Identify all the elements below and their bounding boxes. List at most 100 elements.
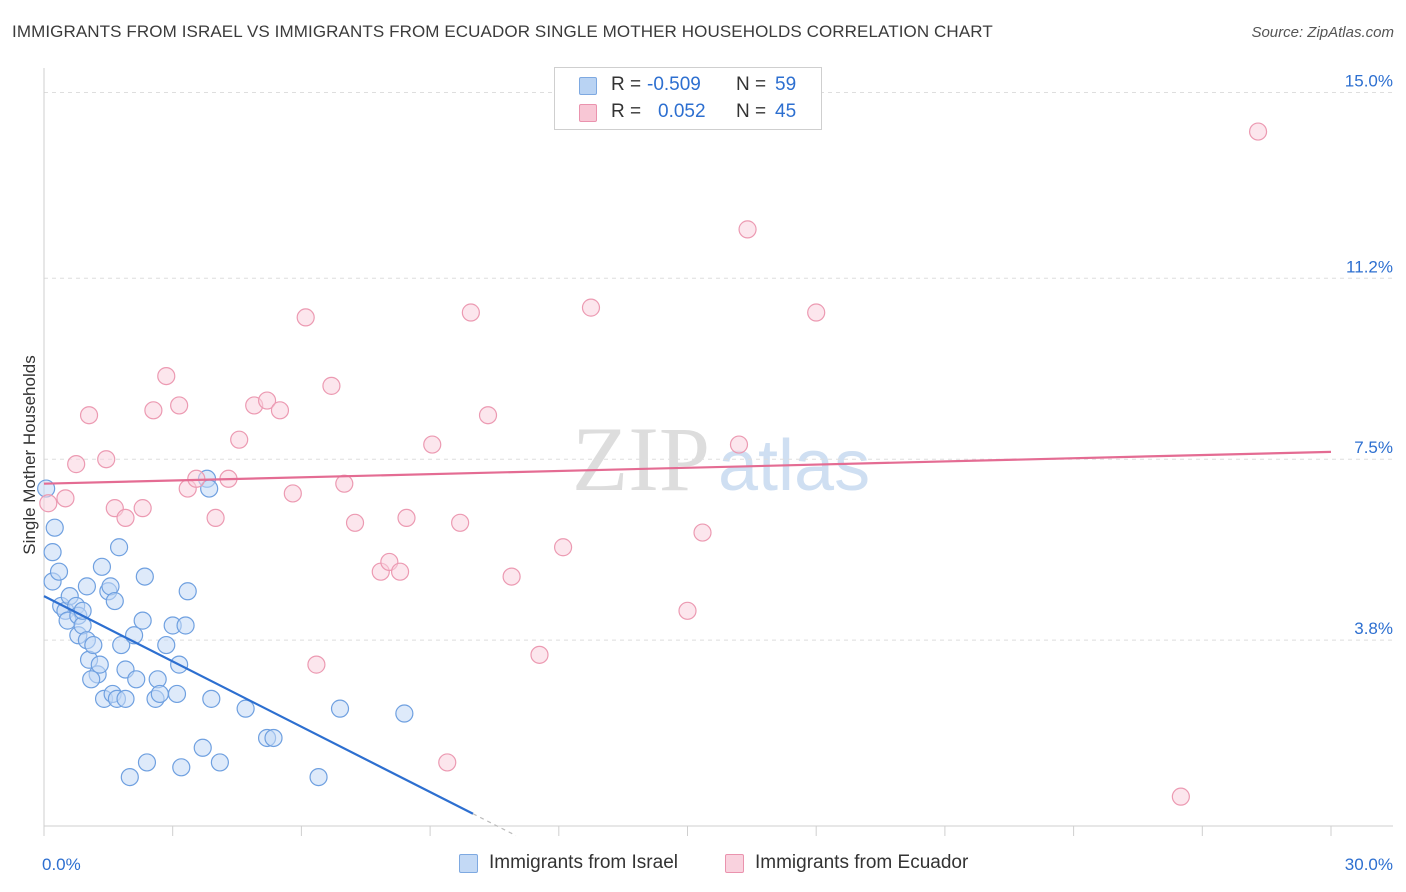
series-1 bbox=[39, 122, 1268, 806]
point-0-34 bbox=[137, 753, 157, 772]
legend-r-label: R = bbox=[611, 74, 642, 95]
legend-n-label: N = bbox=[736, 74, 767, 95]
point-0-56 bbox=[167, 684, 187, 704]
point-0-57 bbox=[82, 670, 101, 689]
point-0-1 bbox=[43, 543, 62, 562]
point-1-29 bbox=[423, 435, 442, 454]
y-axis-label: Single Mother Households bbox=[20, 355, 39, 554]
point-1-35 bbox=[530, 645, 549, 664]
point-1-44 bbox=[1248, 122, 1268, 141]
trend-extension-0 bbox=[472, 813, 517, 837]
legend-n-value-ecuador: 45 bbox=[775, 101, 797, 122]
point-1-8 bbox=[144, 401, 163, 420]
point-0-16 bbox=[84, 635, 103, 655]
point-0-55 bbox=[120, 767, 139, 787]
point-0-51 bbox=[264, 728, 283, 748]
point-0-13 bbox=[77, 577, 97, 596]
point-1-13 bbox=[206, 508, 225, 528]
point-1-30 bbox=[438, 753, 457, 772]
point-1-20 bbox=[296, 308, 315, 327]
point-1-34 bbox=[502, 567, 521, 586]
point-1-42 bbox=[807, 303, 826, 322]
point-1-32 bbox=[461, 303, 480, 322]
legend-swatch-ecuador bbox=[725, 854, 744, 873]
point-0-52 bbox=[309, 767, 328, 787]
point-0-48 bbox=[210, 753, 229, 772]
data-points bbox=[37, 122, 1268, 806]
y-tick-label-2: 11.2% bbox=[1346, 257, 1393, 276]
point-1-2 bbox=[67, 455, 86, 474]
point-1-31 bbox=[451, 513, 470, 532]
point-0-41 bbox=[172, 758, 191, 777]
point-1-0 bbox=[39, 494, 58, 513]
series-legend: Immigrants from Israel Immigrants from E… bbox=[0, 851, 1406, 879]
grid bbox=[44, 91, 1393, 641]
chart-title: IMMIGRANTS FROM ISRAEL VS IMMIGRANTS FRO… bbox=[12, 22, 993, 41]
point-1-36 bbox=[553, 538, 573, 557]
point-1-27 bbox=[390, 562, 410, 581]
axes bbox=[43, 68, 1393, 827]
trend-line-1 bbox=[43, 450, 1332, 485]
y-tick-label-1: 7.5% bbox=[1354, 438, 1393, 457]
point-0-4 bbox=[49, 562, 69, 581]
legend-n-value-israel: 59 bbox=[775, 74, 797, 95]
trend-line-0 bbox=[43, 595, 474, 815]
point-1-10 bbox=[170, 396, 189, 415]
point-1-7 bbox=[133, 499, 152, 518]
watermark: ZIP atlas bbox=[572, 408, 870, 510]
legend-swatch-israel bbox=[459, 854, 478, 873]
point-1-43 bbox=[1171, 787, 1190, 806]
point-0-49 bbox=[236, 699, 255, 718]
point-0-37 bbox=[150, 684, 169, 704]
legend-n-label: N = bbox=[736, 101, 767, 122]
y-tick-labels: 3.8% 7.5% 11.2% 15.0% bbox=[1345, 71, 1393, 638]
point-0-18 bbox=[90, 655, 109, 674]
legend-swatch-israel bbox=[579, 77, 597, 95]
point-0-44 bbox=[193, 738, 212, 757]
point-1-22 bbox=[322, 376, 341, 395]
point-0-38 bbox=[157, 635, 176, 655]
point-0-31 bbox=[127, 670, 146, 689]
point-1-28 bbox=[397, 508, 416, 528]
point-0-32 bbox=[133, 611, 152, 630]
point-1-19 bbox=[283, 484, 302, 503]
point-1-38 bbox=[678, 601, 697, 620]
point-0-19 bbox=[92, 557, 112, 576]
x-tick-label-left: 0.0% bbox=[42, 855, 81, 874]
point-0-33 bbox=[135, 567, 154, 586]
point-1-6 bbox=[116, 508, 135, 528]
x-tick-label-right: 30.0% bbox=[1345, 855, 1393, 874]
point-1-40 bbox=[729, 435, 749, 454]
point-0-26 bbox=[109, 538, 129, 557]
point-1-21 bbox=[307, 655, 326, 674]
point-1-3 bbox=[79, 406, 99, 425]
point-1-15 bbox=[230, 430, 249, 449]
x-ticks bbox=[43, 826, 1332, 836]
legend-r-label: R = bbox=[611, 101, 642, 122]
point-1-9 bbox=[157, 366, 176, 386]
point-1-37 bbox=[581, 298, 601, 317]
point-0-53 bbox=[330, 699, 350, 718]
legend-r-value-ecuador: 0.052 bbox=[658, 101, 706, 122]
point-1-23 bbox=[335, 474, 354, 493]
y-tick-label-3: 15.0% bbox=[1345, 71, 1393, 90]
point-0-24 bbox=[105, 591, 124, 611]
point-0-2 bbox=[45, 518, 64, 537]
y-tick-label-0: 3.8% bbox=[1354, 619, 1393, 638]
legend-swatch-ecuador bbox=[579, 104, 597, 122]
legend-label-israel: Immigrants from Israel bbox=[489, 852, 678, 873]
stats-legend: R = -0.509 N = 59 R = 0.052 N = 45 bbox=[554, 67, 822, 130]
legend-r-value-israel: -0.509 bbox=[647, 74, 701, 95]
point-0-47 bbox=[202, 689, 221, 708]
point-1-24 bbox=[345, 513, 365, 532]
watermark-zip: ZIP bbox=[572, 408, 710, 510]
point-1-33 bbox=[478, 406, 498, 425]
point-0-29 bbox=[116, 689, 135, 708]
point-1-39 bbox=[693, 523, 712, 542]
series-0 bbox=[37, 469, 414, 787]
point-1-1 bbox=[56, 489, 75, 508]
point-1-18 bbox=[270, 401, 290, 420]
trend-lines bbox=[43, 450, 1332, 837]
point-0-54 bbox=[395, 704, 414, 723]
